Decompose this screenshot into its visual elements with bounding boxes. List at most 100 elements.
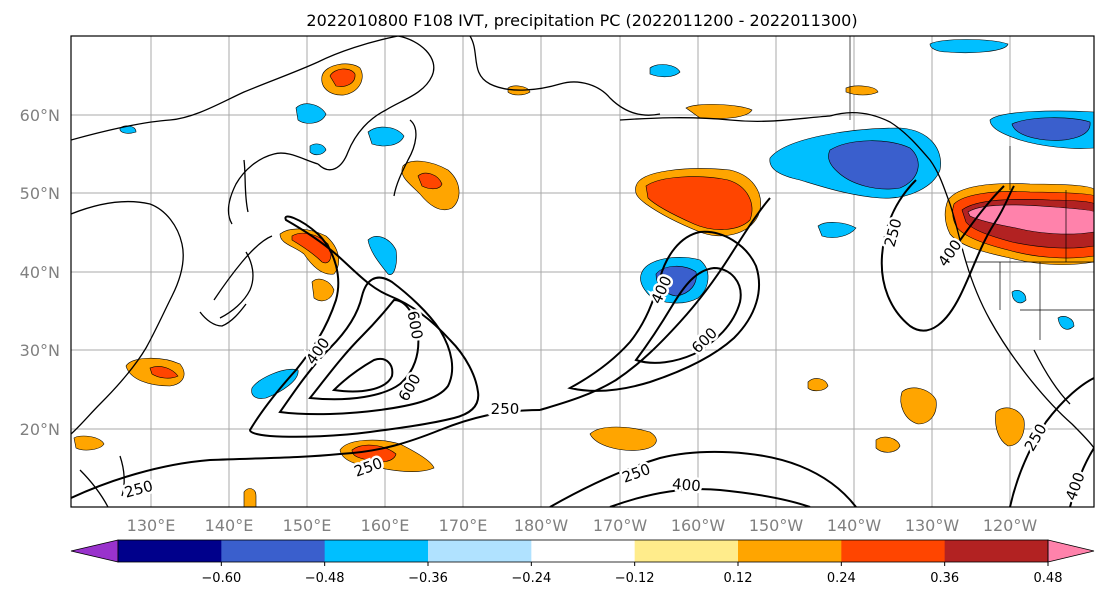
coast-japan-honshu [219,251,254,319]
map-panel: 250 250 250 250 400 400 400 400 400 600 … [70,35,1095,508]
precip-blob-misc-1 [309,143,327,156]
colorbar-cell [634,540,739,562]
colorbar-tick-label: 0.12 [724,571,753,586]
lon-tick-150w: 150°W [749,516,804,535]
lon-tick-150e: 150°E [283,516,332,535]
colorbar-frame [117,539,1049,563]
ivt-contour-250-core [248,215,480,438]
precip-blob-bering-cyan [367,126,405,147]
ivt-contour-400-south [609,488,811,507]
colorbar-cell [221,540,326,562]
precip-negative-shading [119,39,1094,399]
lon-tick-170w: 170°W [593,516,648,535]
precip-blob-subtropic-w-red [149,366,179,379]
precip-blob-east-3 [807,378,829,392]
colorbar-cell [738,540,842,562]
lon-tick-140e: 140°E [205,516,254,535]
precip-blob-aleutian-2 [845,85,879,96]
colorbar-extend-high [1047,539,1095,563]
coast-taiwan [119,455,125,497]
ivt-contour-400-mid [567,230,760,392]
ivt-contours [71,179,1094,507]
lat-tick-60: 60°N [20,106,60,125]
colorbar-tick-label: −0.48 [305,571,345,586]
coast-siberia-east [317,36,435,171]
coast-aleutian [619,115,831,122]
colorbar-cells [118,540,1049,562]
ivt-contour-400-se [1069,447,1094,507]
colorbar-cell [841,540,946,562]
lat-tick-50: 50°N [20,184,60,203]
coast-alaska [469,36,661,116]
precip-blob-kuril-cyan [367,236,397,275]
precip-blob-east-2 [995,407,1025,447]
colorbar-extend-low [70,539,119,563]
precip-blob-hawaii-n-blue [655,265,697,297]
coast-sakhalin [243,159,249,213]
colorbar-tick-label: 0.36 [930,571,959,586]
colorbar-tick-label: −0.36 [408,571,448,586]
coast-japan [199,235,273,327]
colorbar-tick-label: −0.60 [201,571,241,586]
precip-blob-okhotsk-red [417,172,443,190]
colorbar-tick-label: 0.24 [827,571,856,586]
precip-blob-hawaii-n [589,426,657,451]
precip-blob-kamchatka-cyan [295,103,327,124]
precip-blob-sw-corner [73,435,105,451]
lon-tick-160e: 160°E [361,516,410,535]
coast-kamchatka [393,119,417,197]
colorbar-cell [944,540,1049,562]
colorbar-cell [428,540,532,562]
ivt-contour-250-mid [539,197,771,411]
precip-blob-aleut-cyan [649,64,681,78]
colorbar-tick-label: 0.48 [1034,571,1063,586]
precip-positive-shading [73,63,1094,507]
precip-blob-kurile-south [311,278,335,302]
lon-tick-140w: 140°W [827,516,882,535]
coast-korea-china [71,200,184,435]
precip-blob-gulf-blue [828,140,919,190]
colorbar-tick-labels: −0.60 −0.48 −0.36 −0.24 −0.12 0.12 0.24 0.36 0.4… [201,562,1063,586]
lon-tick-130e: 130°E [127,516,176,535]
political-borders [849,36,1094,340]
colorbar-cell [324,540,429,562]
precip-blob-alaska-blue [929,39,1009,54]
precip-blob-pnw-pink [967,204,1094,235]
ivt-contour-250-se [1009,377,1094,507]
lat-tick-30: 30°N [20,341,60,360]
coast-asia-north [71,36,399,141]
coast-okhotsk [227,152,319,225]
ivt-contour-400-east [949,185,1005,255]
lon-tick-170e: 170°E [439,516,488,535]
lon-tick-120w: 120°W [983,516,1038,535]
contour-label-250-mid: 250 [491,400,520,418]
lon-tick-130w: 130°W [905,516,960,535]
precip-blob-misc-4 [1057,316,1075,330]
ivt-contour-400-west [278,276,454,416]
precip-blob-south-tiny [243,488,257,507]
coast-philippines [79,469,109,507]
lon-tick-180w: 180°W [514,516,569,535]
precip-blob-bering-red [329,68,356,87]
lon-tick-160w: 160°W [671,516,726,535]
precip-blob-gulf-red [645,176,753,230]
precip-blob-center-south-red [351,444,397,463]
lat-tick-20: 20°N [20,420,60,439]
lat-axis-labels: 20°N 30°N 40°N 50°N 60°N [20,106,60,439]
precip-blob-misc-3 [1011,290,1027,304]
colorbar-cell [531,540,636,562]
ivt-contour-600-mid [634,266,742,364]
ivt-contour-250-south [549,450,857,507]
colorbar-cell [118,540,222,562]
colorbar: −0.60 −0.48 −0.36 −0.24 −0.12 0.12 0.24 0.36 0.4… [70,539,1095,586]
coast-na-west [949,203,1094,449]
precip-blob-central-cyan [817,222,857,238]
precip-blob-east-1 [900,387,937,425]
precip-blob-east-4 [875,436,901,453]
lon-axis-labels: 130°E 140°E 150°E 160°E 170°E 180°W 170°… [127,516,1038,535]
colorbar-tick-label: −0.12 [615,571,655,586]
precip-blob-canada-blue [1011,117,1091,141]
ivt-contour-250-east [880,179,1015,332]
